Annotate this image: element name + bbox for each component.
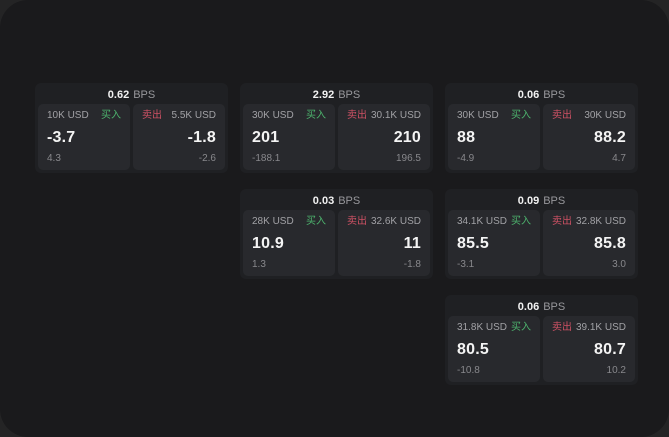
buy-amount: 28K USD [252, 216, 294, 227]
sell-label: 卖出 [347, 110, 367, 121]
bps-header: 0.09 BPS [448, 192, 635, 210]
bps-value: 0.03 [312, 194, 335, 207]
bps-unit-label: BPS [338, 194, 361, 207]
bps-value: 0.06 [517, 88, 540, 101]
buy-change: 1.3 [252, 259, 266, 270]
buy-tile[interactable]: 30K USD 买入 88 -4.9 [448, 104, 540, 170]
buy-sell-panels: 34.1K USD 买入 85.5 -3.1 卖出 32.8K USD 85.8… [448, 210, 635, 276]
buy-change: -3.1 [457, 259, 475, 270]
buy-label: 买入 [306, 216, 326, 227]
buy-amount: 34.1K USD [457, 216, 508, 227]
buy-amount: 30K USD [457, 110, 499, 121]
buy-tile[interactable]: 31.8K USD 买入 80.5 -10.8 [448, 316, 540, 382]
sell-price: 11 [403, 234, 421, 252]
buy-price: -3.7 [47, 128, 76, 146]
buy-change: -4.9 [457, 153, 475, 164]
quote-card-5: 0.09 BPS 34.1K USD 买入 85.5 -3.1 卖出 32.8K… [445, 189, 638, 279]
sell-change: 196.5 [395, 153, 421, 164]
sell-change: 10.2 [606, 365, 626, 376]
bps-header: 0.06 BPS [448, 86, 635, 104]
sell-amount: 30K USD [584, 110, 626, 121]
buy-label: 买入 [511, 216, 531, 227]
sell-price: -1.8 [187, 128, 216, 146]
bps-unit-label: BPS [338, 88, 361, 101]
sell-change: 4.7 [612, 153, 626, 164]
sell-price: 80.7 [594, 340, 626, 358]
bps-unit-label: BPS [543, 300, 566, 313]
quote-card-4: 0.03 BPS 28K USD 买入 10.9 1.3 卖出 32.6K US… [240, 189, 433, 279]
sell-tile[interactable]: 卖出 30.1K USD 210 196.5 [338, 104, 430, 170]
sell-price: 88.2 [594, 128, 626, 146]
sell-amount: 32.6K USD [370, 216, 421, 227]
bps-header: 0.62 BPS [38, 86, 225, 104]
buy-price: 88 [457, 128, 476, 146]
bps-unit-label: BPS [543, 88, 566, 101]
buy-tile[interactable]: 30K USD 买入 201 -188.1 [243, 104, 335, 170]
sell-amount: 30.1K USD [370, 110, 421, 121]
sell-price: 210 [393, 128, 421, 146]
sell-amount: 39.1K USD [575, 322, 626, 333]
buy-change: -188.1 [252, 153, 281, 164]
sell-change: -2.6 [198, 153, 216, 164]
sell-label: 卖出 [552, 322, 572, 333]
quote-card-6: 0.06 BPS 31.8K USD 买入 80.5 -10.8 卖出 39.1… [445, 295, 638, 385]
quote-card-2: 2.92 BPS 30K USD 买入 201 -188.1 卖出 30.1K … [240, 83, 433, 173]
buy-label: 买入 [511, 110, 531, 121]
sell-price: 85.8 [594, 234, 626, 252]
buy-price: 10.9 [252, 234, 284, 252]
sell-change: -1.8 [403, 259, 421, 270]
buy-tile[interactable]: 28K USD 买入 10.9 1.3 [243, 210, 335, 276]
sell-label: 卖出 [347, 216, 367, 227]
bps-header: 0.03 BPS [243, 192, 430, 210]
buy-change: -10.8 [457, 365, 480, 376]
sell-amount: 32.8K USD [575, 216, 626, 227]
buy-sell-panels: 30K USD 买入 201 -188.1 卖出 30.1K USD 210 1… [243, 104, 430, 170]
bps-value: 0.09 [517, 194, 540, 207]
sell-tile[interactable]: 卖出 32.6K USD 11 -1.8 [338, 210, 430, 276]
bps-unit-label: BPS [133, 88, 156, 101]
sell-label: 卖出 [142, 110, 162, 121]
buy-sell-panels: 31.8K USD 买入 80.5 -10.8 卖出 39.1K USD 80.… [448, 316, 635, 382]
buy-price: 85.5 [457, 234, 489, 252]
buy-change: 4.3 [47, 153, 61, 164]
bps-unit-label: BPS [543, 194, 566, 207]
buy-label: 买入 [101, 110, 121, 121]
buy-amount: 10K USD [47, 110, 89, 121]
sell-change: 3.0 [612, 259, 626, 270]
buy-price: 201 [252, 128, 280, 146]
buy-price: 80.5 [457, 340, 489, 358]
buy-amount: 31.8K USD [457, 322, 508, 333]
bps-header: 2.92 BPS [243, 86, 430, 104]
sell-label: 卖出 [552, 216, 572, 227]
quote-card-1: 0.62 BPS 10K USD 买入 -3.7 4.3 卖出 5.5K USD [35, 83, 228, 173]
buy-sell-panels: 28K USD 买入 10.9 1.3 卖出 32.6K USD 11 -1.8 [243, 210, 430, 276]
bps-value: 0.06 [517, 300, 540, 313]
sell-tile[interactable]: 卖出 30K USD 88.2 4.7 [543, 104, 635, 170]
sell-tile[interactable]: 卖出 5.5K USD -1.8 -2.6 [133, 104, 225, 170]
quote-card-3: 0.06 BPS 30K USD 买入 88 -4.9 卖出 30K USD [445, 83, 638, 173]
bps-value: 2.92 [312, 88, 335, 101]
sell-label: 卖出 [552, 110, 572, 121]
sell-amount: 5.5K USD [171, 110, 216, 121]
bps-value: 0.62 [107, 88, 130, 101]
buy-tile[interactable]: 10K USD 买入 -3.7 4.3 [38, 104, 130, 170]
quote-grid: 0.62 BPS 10K USD 买入 -3.7 4.3 卖出 5.5K USD [35, 83, 638, 385]
buy-sell-panels: 30K USD 买入 88 -4.9 卖出 30K USD 88.2 4.7 [448, 104, 635, 170]
sell-tile[interactable]: 卖出 32.8K USD 85.8 3.0 [543, 210, 635, 276]
buy-tile[interactable]: 34.1K USD 买入 85.5 -3.1 [448, 210, 540, 276]
buy-label: 买入 [306, 110, 326, 121]
sell-tile[interactable]: 卖出 39.1K USD 80.7 10.2 [543, 316, 635, 382]
buy-amount: 30K USD [252, 110, 294, 121]
buy-label: 买入 [511, 322, 531, 333]
buy-sell-panels: 10K USD 买入 -3.7 4.3 卖出 5.5K USD -1.8 -2.… [38, 104, 225, 170]
bps-header: 0.06 BPS [448, 298, 635, 316]
